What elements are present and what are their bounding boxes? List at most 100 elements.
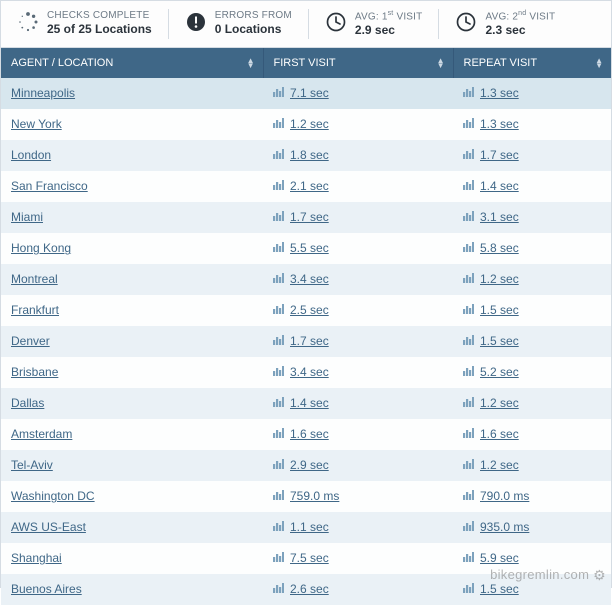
repeat-visit-link[interactable]: 935.0 ms (480, 520, 529, 534)
first-visit-link[interactable]: 1.6 sec (290, 427, 329, 441)
table-row[interactable]: Hong Kong5.5 sec5.8 sec (1, 233, 611, 264)
first-visit-link[interactable]: 3.4 sec (290, 272, 329, 286)
chart-icon[interactable] (463, 273, 474, 286)
chart-icon[interactable] (463, 118, 474, 131)
location-link[interactable]: Hong Kong (11, 241, 71, 255)
chart-icon[interactable] (273, 335, 284, 348)
chart-icon[interactable] (273, 273, 284, 286)
location-link[interactable]: Shanghai (11, 551, 62, 565)
repeat-visit-link[interactable]: 1.3 sec (480, 86, 519, 100)
chart-icon[interactable] (273, 459, 284, 472)
location-link[interactable]: Buenos Aires (11, 582, 82, 596)
first-visit-link[interactable]: 759.0 ms (290, 489, 339, 503)
chart-icon[interactable] (463, 428, 474, 441)
chart-icon[interactable] (463, 459, 474, 472)
chart-icon[interactable] (463, 304, 474, 317)
table-row[interactable]: Minneapolis 7.1 sec 1.3 sec (1, 78, 611, 109)
table-row[interactable]: Tel-Aviv 2.9 sec 1.2 sec (1, 450, 611, 481)
table-row[interactable]: Washington DC759.0 ms790.0 ms (1, 481, 611, 512)
location-link[interactable]: New York (11, 117, 62, 131)
chart-icon[interactable] (273, 242, 284, 255)
chart-icon[interactable] (273, 583, 284, 596)
chart-icon[interactable] (273, 118, 284, 131)
first-visit-link[interactable]: 3.4 sec (290, 365, 329, 379)
first-visit-link[interactable]: 7.5 sec (290, 551, 329, 565)
table-row[interactable]: Denver 1.7 sec 1.5 sec (1, 326, 611, 357)
table-row[interactable]: Brisbane 3.4 sec 5.2 sec (1, 357, 611, 388)
repeat-visit-link[interactable]: 5.9 sec (480, 551, 519, 565)
repeat-visit-link[interactable]: 790.0 ms (480, 489, 529, 503)
chart-icon[interactable] (463, 490, 474, 503)
repeat-visit-link[interactable]: 5.2 sec (480, 365, 519, 379)
repeat-visit-link[interactable]: 1.4 sec (480, 179, 519, 193)
table-row[interactable]: Frankfurt 2.5 sec 1.5 sec (1, 295, 611, 326)
chart-icon[interactable] (273, 180, 284, 193)
chart-icon[interactable] (273, 397, 284, 410)
location-link[interactable]: Tel-Aviv (11, 458, 53, 472)
first-visit-link[interactable]: 5.5 sec (290, 241, 329, 255)
table-row[interactable]: New York 1.2 sec 1.3 sec (1, 109, 611, 140)
chart-icon[interactable] (463, 180, 474, 193)
repeat-visit-link[interactable]: 1.5 sec (480, 582, 519, 596)
first-visit-link[interactable]: 2.9 sec (290, 458, 329, 472)
chart-icon[interactable] (273, 87, 284, 100)
first-visit-link[interactable]: 1.1 sec (290, 520, 329, 534)
location-link[interactable]: Frankfurt (11, 303, 59, 317)
location-link[interactable]: San Francisco (11, 179, 88, 193)
chart-icon[interactable] (273, 428, 284, 441)
chart-icon[interactable] (463, 242, 474, 255)
table-row[interactable]: Dallas 1.4 sec 1.2 sec (1, 388, 611, 419)
location-link[interactable]: Miami (11, 210, 43, 224)
repeat-visit-link[interactable]: 1.5 sec (480, 334, 519, 348)
first-visit-link[interactable]: 2.1 sec (290, 179, 329, 193)
location-link[interactable]: Dallas (11, 396, 44, 410)
table-row[interactable]: Buenos Aires 2.6 sec 1.5 sec (1, 574, 611, 605)
repeat-visit-link[interactable]: 1.2 sec (480, 272, 519, 286)
location-link[interactable]: Denver (11, 334, 50, 348)
location-link[interactable]: Montreal (11, 272, 58, 286)
chart-icon[interactable] (273, 366, 284, 379)
chart-icon[interactable] (463, 552, 474, 565)
first-visit-link[interactable]: 7.1 sec (290, 86, 329, 100)
chart-icon[interactable] (463, 366, 474, 379)
repeat-visit-link[interactable]: 1.2 sec (480, 458, 519, 472)
first-visit-link[interactable]: 1.7 sec (290, 210, 329, 224)
chart-icon[interactable] (463, 211, 474, 224)
table-row[interactable]: Miami 1.7 sec 3.1 sec (1, 202, 611, 233)
location-link[interactable]: AWS US-East (11, 520, 86, 534)
first-visit-link[interactable]: 2.6 sec (290, 582, 329, 596)
location-link[interactable]: Minneapolis (11, 86, 75, 100)
chart-icon[interactable] (273, 552, 284, 565)
col-location[interactable]: AGENT / LOCATION ▲▼ (1, 48, 263, 78)
chart-icon[interactable] (463, 87, 474, 100)
chart-icon[interactable] (273, 149, 284, 162)
location-link[interactable]: Brisbane (11, 365, 58, 379)
chart-icon[interactable] (463, 397, 474, 410)
location-link[interactable]: Amsterdam (11, 427, 72, 441)
table-row[interactable]: Montreal 3.4 sec 1.2 sec (1, 264, 611, 295)
repeat-visit-link[interactable]: 1.3 sec (480, 117, 519, 131)
chart-icon[interactable] (463, 521, 474, 534)
first-visit-link[interactable]: 1.8 sec (290, 148, 329, 162)
first-visit-link[interactable]: 1.2 sec (290, 117, 329, 131)
first-visit-link[interactable]: 2.5 sec (290, 303, 329, 317)
first-visit-link[interactable]: 1.7 sec (290, 334, 329, 348)
location-link[interactable]: London (11, 148, 51, 162)
chart-icon[interactable] (273, 490, 284, 503)
chart-icon[interactable] (463, 335, 474, 348)
chart-icon[interactable] (273, 211, 284, 224)
col-first-visit[interactable]: FIRST VISIT ▲▼ (263, 48, 453, 78)
chart-icon[interactable] (273, 304, 284, 317)
table-row[interactable]: Shanghai 7.5 sec 5.9 sec (1, 543, 611, 574)
table-row[interactable]: Amsterdam1.6 sec1.6 sec (1, 419, 611, 450)
chart-icon[interactable] (463, 149, 474, 162)
col-repeat-visit[interactable]: REPEAT VISIT ▲▼ (453, 48, 611, 78)
chart-icon[interactable] (273, 521, 284, 534)
repeat-visit-link[interactable]: 1.5 sec (480, 303, 519, 317)
repeat-visit-link[interactable]: 3.1 sec (480, 210, 519, 224)
repeat-visit-link[interactable]: 1.2 sec (480, 396, 519, 410)
chart-icon[interactable] (463, 583, 474, 596)
first-visit-link[interactable]: 1.4 sec (290, 396, 329, 410)
repeat-visit-link[interactable]: 1.7 sec (480, 148, 519, 162)
table-row[interactable]: AWS US-East 1.1 sec 935.0 ms (1, 512, 611, 543)
